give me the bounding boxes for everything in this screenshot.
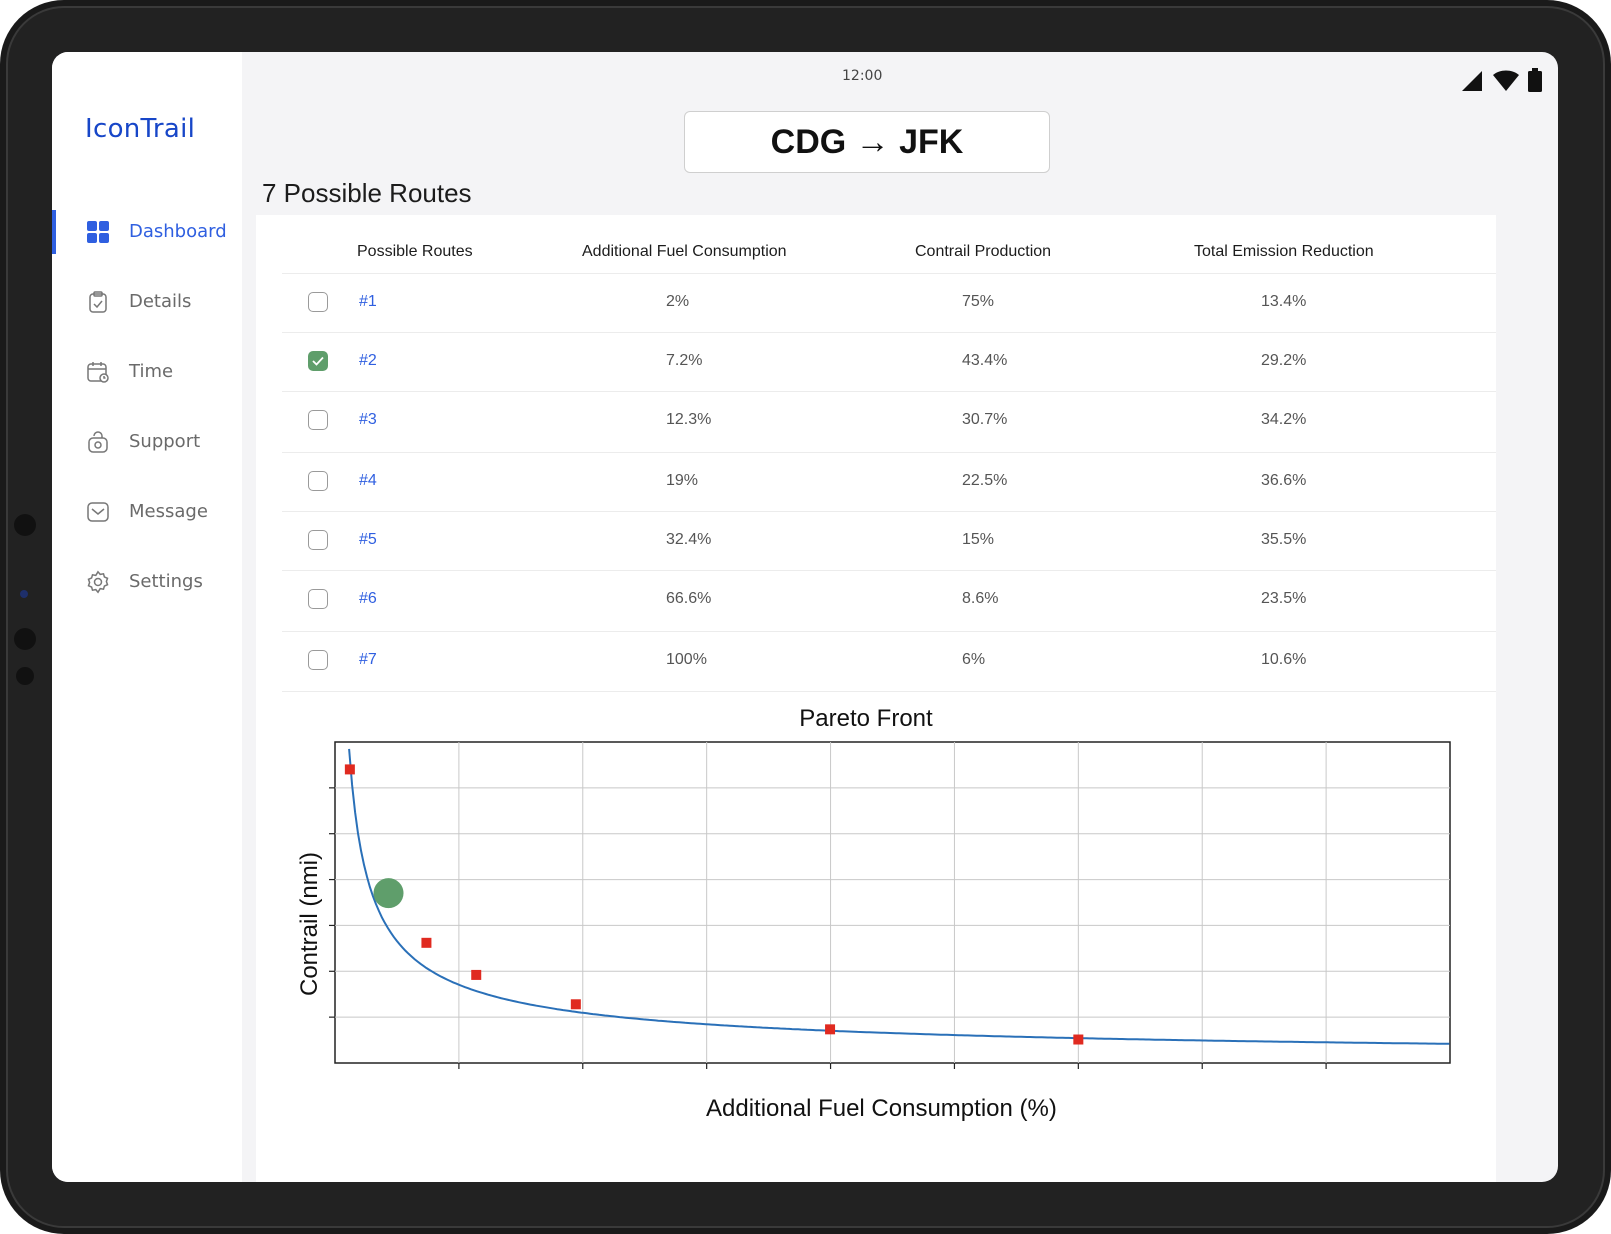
- gear-icon: [87, 570, 109, 594]
- route-checkbox[interactable]: [308, 471, 328, 491]
- table-header: Possible Routes Additional Fuel Consumpt…: [256, 237, 1496, 273]
- route-marker: [421, 937, 432, 948]
- chart-y-label: Contrail (nmi): [296, 851, 323, 997]
- cell-reduction: 29.2%: [1261, 352, 1307, 369]
- cell-reduction: 36.6%: [1261, 472, 1307, 489]
- sidebar-item-time[interactable]: Time: [52, 352, 242, 392]
- route-link[interactable]: #4: [359, 472, 377, 489]
- sidebar-item-details[interactable]: Details: [52, 282, 242, 322]
- route-marker: [344, 764, 355, 775]
- routes-panel: Possible Routes Additional Fuel Consumpt…: [256, 215, 1496, 1182]
- chart-x-label: Additional Fuel Consumption (%): [706, 1095, 1057, 1122]
- route-link[interactable]: #1: [359, 293, 377, 310]
- route-checkbox[interactable]: [308, 351, 328, 371]
- route-checkbox[interactable]: [308, 650, 328, 670]
- clipboard-icon: [89, 291, 107, 313]
- side-button: [14, 514, 36, 536]
- column-header: Total Emission Reduction: [1194, 243, 1374, 260]
- cell-reduction: 34.2%: [1261, 411, 1307, 428]
- signal-icon: [1462, 71, 1482, 91]
- checkmark-icon: [312, 356, 324, 366]
- route-link[interactable]: #5: [359, 531, 377, 548]
- table-divider: [282, 691, 1496, 692]
- cell-reduction: 23.5%: [1261, 590, 1307, 607]
- sidebar-item-message[interactable]: Message: [52, 492, 242, 532]
- route-link[interactable]: #2: [359, 352, 377, 369]
- column-header: Additional Fuel Consumption: [582, 243, 787, 260]
- table-row: #3 12.3% 30.7% 34.2%: [282, 391, 1496, 452]
- cell-fuel: 66.6%: [666, 590, 712, 607]
- cell-contrail: 6%: [962, 651, 986, 668]
- side-button: [14, 628, 36, 650]
- route-checkbox[interactable]: [308, 292, 328, 312]
- column-header: Possible Routes: [357, 243, 473, 260]
- cell-fuel: 12.3%: [666, 411, 712, 428]
- table-row: #1 2% 75% 13.4%: [282, 273, 1496, 334]
- cell-contrail: 30.7%: [962, 411, 1008, 428]
- active-indicator: [52, 210, 56, 254]
- selected-route-marker: [373, 878, 404, 909]
- cell-contrail: 22.5%: [962, 472, 1008, 489]
- battery-icon: [1528, 68, 1542, 92]
- status-time: 12:00: [842, 68, 883, 84]
- sidebar-item-support[interactable]: Support: [52, 422, 242, 462]
- pareto-curve: [348, 748, 1450, 1045]
- cell-fuel: 2%: [666, 293, 690, 310]
- support-icon: [88, 431, 108, 453]
- cell-fuel: 7.2%: [666, 352, 703, 369]
- page-title: 7 Possible Routes: [262, 178, 472, 208]
- table-row: #6 66.6% 8.6% 23.5%: [282, 570, 1496, 631]
- route-marker: [570, 999, 581, 1010]
- plot-frame: [334, 741, 1451, 1064]
- sidebar: IconTrail Dashboard Details: [52, 52, 242, 1182]
- chart-title: Pareto Front: [799, 705, 933, 732]
- status-icons: [1460, 68, 1542, 92]
- cell-reduction: 35.5%: [1261, 531, 1307, 548]
- table-row: #7 100% 6% 10.6%: [282, 631, 1496, 692]
- table-row: #4 19% 22.5% 36.6%: [282, 452, 1496, 513]
- chart-plot: [329, 741, 1451, 1069]
- sidebar-item-label: Details: [129, 291, 192, 312]
- pareto-chart: Pareto Front Contrail (nmi) Additional F…: [276, 705, 1496, 1145]
- route-marker: [825, 1024, 836, 1035]
- route-link[interactable]: #7: [359, 651, 377, 668]
- cell-fuel: 19%: [666, 472, 699, 489]
- brand-logo: IconTrail: [85, 114, 196, 144]
- column-header: Contrail Production: [915, 243, 1052, 260]
- screen: IconTrail Dashboard Details: [52, 52, 1558, 1182]
- sidebar-item-label: Support: [129, 431, 201, 452]
- route-link[interactable]: #3: [359, 411, 377, 428]
- route-checkbox[interactable]: [308, 410, 328, 430]
- wifi-icon: [1493, 70, 1519, 91]
- dashboard-icon: [87, 221, 109, 243]
- calendar-icon: [87, 362, 109, 383]
- table-row: #2 7.2% 43.4% 29.2%: [282, 332, 1496, 393]
- camera-dot: [20, 590, 28, 598]
- cell-contrail: 8.6%: [962, 590, 999, 607]
- cell-fuel: 32.4%: [666, 531, 712, 548]
- route-link[interactable]: #6: [359, 590, 377, 607]
- route-checkbox[interactable]: [308, 589, 328, 609]
- cell-contrail: 15%: [962, 531, 995, 548]
- sidebar-item-label: Settings: [129, 571, 203, 592]
- sidebar-item-label: Time: [129, 361, 174, 382]
- route-checkbox[interactable]: [308, 530, 328, 550]
- route-marker: [1073, 1034, 1084, 1045]
- sidebar-item-settings[interactable]: Settings: [52, 562, 242, 602]
- sidebar-item-label: Message: [129, 501, 208, 522]
- side-button: [16, 667, 34, 685]
- cell-reduction: 13.4%: [1261, 293, 1307, 310]
- sidebar-item-dashboard[interactable]: Dashboard: [52, 210, 242, 254]
- cell-reduction: 10.6%: [1261, 651, 1307, 668]
- message-icon: [87, 502, 109, 522]
- route-marker: [471, 969, 482, 980]
- table-row: #5 32.4% 15% 35.5%: [282, 511, 1496, 572]
- cell-fuel: 100%: [666, 651, 707, 668]
- cell-contrail: 75%: [962, 293, 995, 310]
- route-header: CDG → JFK: [684, 111, 1050, 173]
- sidebar-item-label: Dashboard: [129, 221, 227, 242]
- cell-contrail: 43.4%: [962, 352, 1008, 369]
- main-content: 12:00 CDG → JFK 7 Possible Routes Possib…: [242, 52, 1558, 1182]
